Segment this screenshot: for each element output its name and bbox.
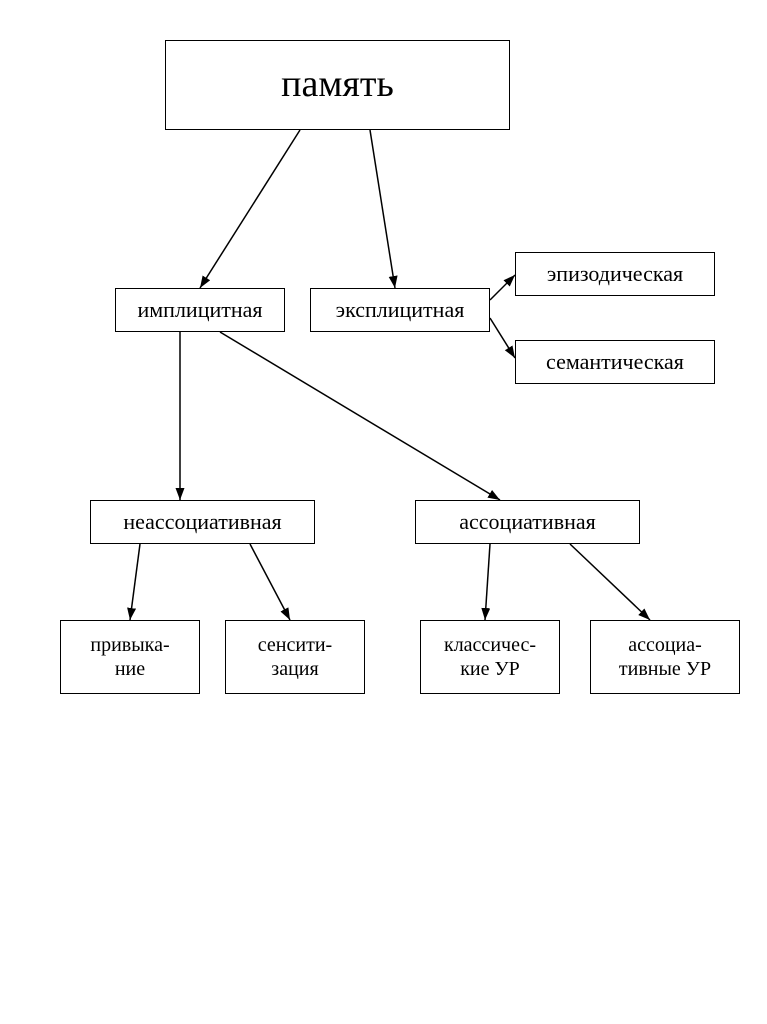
edge-implicit-to-assoc (220, 332, 500, 500)
node-label: семантическая (546, 349, 684, 375)
edge-root-to-implicit (200, 130, 300, 288)
edge-explicit-to-semantic (490, 318, 515, 358)
node-label: имплицитная (137, 297, 262, 323)
diagram-canvas: память имплицитная эксплицитная эпизодич… (0, 0, 767, 1024)
edge-explicit-to-episodic (490, 275, 515, 300)
edge-assoc-to-assoc_ur (570, 544, 650, 620)
node-root: память (165, 40, 510, 130)
node-label: ассоциативная (459, 509, 595, 535)
node-label: эпизодическая (547, 261, 683, 287)
node-label: память (281, 62, 394, 108)
edge-assoc-to-classical (485, 544, 490, 620)
edge-root-to-explicit (370, 130, 395, 288)
node-classical: классичес-кие УР (420, 620, 560, 694)
node-episodic: эпизодическая (515, 252, 715, 296)
node-assoc: ассоциативная (415, 500, 640, 544)
node-label: ассоциа-тивные УР (619, 633, 711, 681)
node-label: привыка-ние (90, 633, 169, 681)
edge-nonassoc-to-habituation (130, 544, 140, 620)
node-sensit: сенсити-зация (225, 620, 365, 694)
edge-nonassoc-to-sensit (250, 544, 290, 620)
node-implicit: имплицитная (115, 288, 285, 332)
node-label: сенсити-зация (258, 633, 332, 681)
node-semantic: семантическая (515, 340, 715, 384)
node-label: эксплицитная (336, 297, 465, 323)
node-explicit: эксплицитная (310, 288, 490, 332)
node-assoc-ur: ассоциа-тивные УР (590, 620, 740, 694)
node-nonassoc: неассоциативная (90, 500, 315, 544)
node-label: классичес-кие УР (444, 633, 536, 681)
node-habituation: привыка-ние (60, 620, 200, 694)
node-label: неассоциативная (123, 509, 281, 535)
